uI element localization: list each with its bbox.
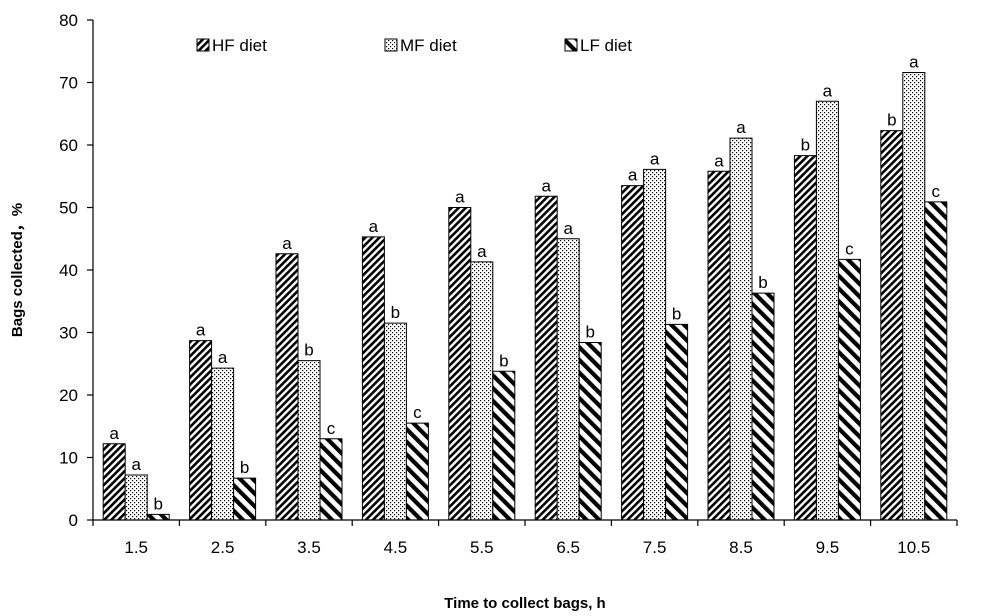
bar-hf-diet-10.5 bbox=[880, 130, 904, 521]
significance-label: a bbox=[131, 455, 141, 474]
bar-lf-diet-2.5 bbox=[233, 477, 257, 521]
y-tick-label: 70 bbox=[59, 74, 78, 93]
significance-label: a bbox=[477, 242, 487, 261]
significance-label: a bbox=[714, 151, 724, 170]
significance-label: b bbox=[672, 304, 681, 323]
significance-label: c bbox=[327, 419, 336, 438]
bar-mf-diet-5.5 bbox=[470, 261, 494, 521]
significance-label: b bbox=[153, 494, 162, 513]
legend-label: HF diet bbox=[212, 36, 267, 55]
significance-label: a bbox=[218, 348, 228, 367]
bar-mf-diet-1.5 bbox=[124, 474, 148, 521]
bars-layer bbox=[102, 72, 948, 521]
bar-mf-diet-6.5 bbox=[556, 238, 580, 521]
legend-swatch-hf-diet bbox=[196, 38, 210, 52]
bar-lf-diet-8.5 bbox=[751, 292, 775, 521]
significance-label: b bbox=[585, 323, 594, 342]
bar-hf-diet-4.5 bbox=[361, 236, 385, 521]
legend-swatch-lf-diet bbox=[564, 38, 578, 52]
y-tick-label: 50 bbox=[59, 199, 78, 218]
significance-label: b bbox=[499, 351, 508, 370]
significance-label: a bbox=[650, 149, 660, 168]
significance-label: b bbox=[391, 303, 400, 322]
significance-label: c bbox=[845, 239, 854, 258]
bar-lf-diet-4.5 bbox=[405, 422, 429, 521]
bar-lf-diet-9.5 bbox=[837, 258, 861, 521]
significance-label: a bbox=[109, 424, 119, 443]
y-tick-label: 60 bbox=[59, 136, 78, 155]
bar-hf-diet-9.5 bbox=[793, 155, 817, 521]
bar-mf-diet-10.5 bbox=[902, 72, 926, 521]
bar-hf-diet-6.5 bbox=[534, 195, 558, 521]
significance-label: a bbox=[541, 176, 551, 195]
bar-hf-diet-3.5 bbox=[275, 253, 299, 521]
legend-label: LF diet bbox=[580, 36, 632, 55]
bar-hf-diet-8.5 bbox=[707, 170, 731, 521]
bar-lf-diet-6.5 bbox=[578, 342, 602, 521]
x-tick-label: 6.5 bbox=[556, 538, 580, 557]
y-axis-ticks: 0 10 20 30 40 50 60 70 80 bbox=[59, 11, 93, 530]
bar-hf-diet-5.5 bbox=[448, 207, 472, 521]
bar-mf-diet-3.5 bbox=[297, 360, 321, 521]
y-tick-label: 0 bbox=[69, 511, 78, 530]
significance-label: a bbox=[823, 81, 833, 100]
significance-label: b bbox=[801, 136, 810, 155]
bar-mf-diet-9.5 bbox=[815, 100, 839, 521]
significance-label: a bbox=[369, 217, 379, 236]
bar-lf-diet-7.5 bbox=[665, 323, 689, 521]
legend-swatch-mf-diet bbox=[384, 38, 398, 52]
bar-lf-diet-10.5 bbox=[924, 201, 948, 521]
x-tick-label: 10.5 bbox=[897, 538, 930, 557]
bar-lf-diet-5.5 bbox=[492, 370, 516, 521]
y-tick-label: 80 bbox=[59, 11, 78, 30]
bar-mf-diet-2.5 bbox=[211, 367, 235, 521]
y-tick-label: 40 bbox=[59, 261, 78, 280]
x-tick-label: 1.5 bbox=[124, 538, 148, 557]
legend-label: MF diet bbox=[400, 36, 457, 55]
bar-lf-diet-3.5 bbox=[319, 438, 343, 521]
significance-label: a bbox=[563, 219, 573, 238]
x-tick-label: 4.5 bbox=[384, 538, 408, 557]
significance-label: c bbox=[413, 403, 422, 422]
significance-label: b bbox=[304, 341, 313, 360]
x-tick-label: 5.5 bbox=[470, 538, 494, 557]
y-tick-label: 10 bbox=[59, 449, 78, 468]
x-tick-label: 2.5 bbox=[211, 538, 235, 557]
significance-label: a bbox=[196, 321, 206, 340]
significance-label: a bbox=[282, 234, 292, 253]
x-tick-label: 7.5 bbox=[643, 538, 667, 557]
x-tick-label: 9.5 bbox=[816, 538, 840, 557]
bar-hf-diet-2.5 bbox=[189, 340, 213, 521]
bar-lf-diet-1.5 bbox=[146, 513, 170, 521]
bar-mf-diet-7.5 bbox=[643, 168, 667, 521]
significance-label: c bbox=[932, 182, 941, 201]
bar-hf-diet-7.5 bbox=[621, 185, 645, 521]
x-axis-ticks: 1.5 2.5 3.5 4.5 5.5 6.5 7.5 8.5 9.5 10.5 bbox=[92, 520, 958, 557]
legend: HF diet MF diet LF diet bbox=[196, 36, 632, 55]
significance-label: a bbox=[455, 188, 465, 207]
x-tick-label: 3.5 bbox=[297, 538, 321, 557]
y-axis-title: Bags collected，% bbox=[9, 203, 26, 337]
y-tick-label: 20 bbox=[59, 386, 78, 405]
significance-label: a bbox=[628, 166, 638, 185]
significance-label: a bbox=[909, 53, 919, 72]
significance-label: b bbox=[758, 273, 767, 292]
significance-label: b bbox=[240, 458, 249, 477]
y-tick-label: 30 bbox=[59, 324, 78, 343]
bar-mf-diet-4.5 bbox=[383, 322, 407, 521]
bar-mf-diet-8.5 bbox=[729, 137, 753, 521]
bar-hf-diet-1.5 bbox=[102, 443, 126, 521]
x-axis-title: Time to collect bags, h bbox=[444, 595, 605, 612]
x-tick-label: 8.5 bbox=[729, 538, 753, 557]
significance-label: a bbox=[736, 118, 746, 137]
significance-label: b bbox=[887, 111, 896, 130]
